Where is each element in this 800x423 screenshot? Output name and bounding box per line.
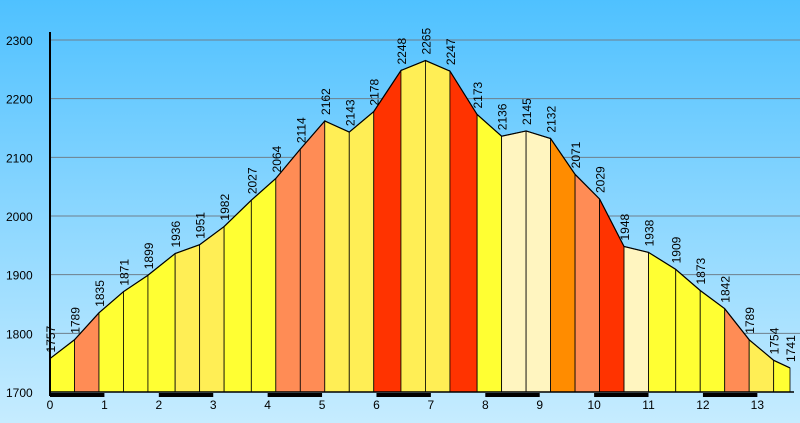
- y-tick-label: 1800: [6, 327, 33, 341]
- profile-line: [49, 59, 791, 369]
- profile-segment: [525, 130, 551, 393]
- data-label: 2114: [294, 117, 308, 143]
- data-label: 2248: [395, 37, 409, 64]
- x-tick-label: 11: [642, 398, 655, 412]
- data-label: 1982: [218, 194, 232, 221]
- scale-bar-segment: [50, 393, 105, 397]
- data-label: 2132: [545, 106, 559, 133]
- x-tick-label: 6: [373, 398, 380, 412]
- profile-segment: [501, 130, 527, 393]
- data-label: 1789: [68, 307, 82, 334]
- y-tick-label: 2200: [6, 93, 33, 107]
- scale-bar-segment: [594, 393, 649, 397]
- y-tick-label: 1700: [6, 386, 33, 400]
- data-label: 1741: [784, 335, 798, 362]
- data-label: 1951: [194, 212, 208, 239]
- data-labels: 1757 1789 1835 1871 1899 1936 1951 1982 2027 2064…: [44, 28, 798, 362]
- data-label: 1909: [670, 236, 684, 263]
- profile-segment: [275, 148, 301, 393]
- axes: [49, 32, 794, 397]
- profile-segment: [648, 251, 677, 393]
- scale-bar-segment: [485, 393, 540, 397]
- data-label: 1938: [643, 219, 657, 246]
- profile-segment: [147, 252, 176, 393]
- x-tick-label: 8: [482, 398, 489, 412]
- data-label: 2029: [594, 166, 608, 193]
- profile-segment: [348, 110, 375, 393]
- profile-segment: [574, 173, 600, 393]
- data-label: 2071: [569, 141, 583, 168]
- x-tick-label: 4: [264, 398, 271, 412]
- data-label: 2027: [245, 167, 259, 194]
- x-tick-label: 1: [101, 398, 108, 412]
- x-tick-label: 2: [155, 398, 162, 412]
- data-label: 1948: [618, 213, 632, 240]
- x-tick-label: 10: [587, 398, 601, 412]
- x-tick-label: 3: [210, 398, 217, 412]
- data-label: 1899: [142, 242, 156, 269]
- data-label: 2162: [319, 88, 333, 115]
- x-tick-label: 7: [428, 398, 435, 412]
- y-tick-label: 1900: [6, 269, 33, 283]
- profile-segment: [250, 177, 277, 393]
- data-label: 2145: [520, 98, 534, 125]
- profile-segment: [123, 274, 149, 393]
- data-label: 2173: [471, 81, 485, 108]
- profile-segment: [425, 59, 451, 393]
- profile-segment: [174, 244, 201, 393]
- profile-segment: [400, 59, 426, 393]
- profile-area: [49, 59, 791, 393]
- x-tick-label: 5: [319, 398, 326, 412]
- data-label: 1789: [743, 307, 757, 334]
- y-tick-label: 2100: [6, 151, 33, 165]
- profile-segment: [299, 119, 326, 393]
- profile-segment: [373, 69, 402, 393]
- scale-bar-segment: [702, 393, 758, 397]
- profile-segment: [449, 69, 478, 393]
- profile-outline: [49, 59, 791, 369]
- profile-segment: [324, 120, 350, 393]
- scale-bar-segment: [158, 393, 214, 397]
- data-label: 1842: [719, 276, 733, 303]
- x-tick-label: 12: [696, 398, 710, 412]
- profile-segment: [476, 113, 503, 393]
- data-label: 1873: [694, 257, 708, 284]
- data-label: 2178: [368, 79, 382, 106]
- x-axis-ticks: 0 1 2 3 4 5 6 7 8 9 10 11 12 13: [47, 398, 765, 412]
- data-label: 1936: [169, 221, 183, 248]
- data-label: 1757: [44, 326, 58, 353]
- data-label: 1754: [768, 327, 782, 354]
- profile-segment: [550, 137, 576, 393]
- data-label: 2247: [444, 38, 458, 65]
- scale-bar-segment: [267, 393, 323, 397]
- scale-bar-segment: [376, 393, 431, 397]
- x-tick-label: 13: [751, 398, 765, 412]
- data-label: 1871: [117, 259, 131, 286]
- data-label: 2265: [419, 28, 433, 55]
- data-label: 2064: [270, 145, 284, 172]
- y-axis-ticks: 1700 1800 1900 2000 2100 2200 2300: [6, 34, 33, 400]
- data-label: 2143: [343, 99, 357, 126]
- data-label: 1835: [93, 280, 107, 307]
- y-tick-label: 2000: [6, 210, 33, 224]
- profile-segment: [199, 225, 225, 393]
- data-label: 2136: [496, 103, 510, 130]
- profile-segment: [223, 199, 252, 393]
- profile-segment: [623, 245, 649, 393]
- x-tick-label: 9: [536, 398, 543, 412]
- x-tick-label: 0: [47, 398, 54, 412]
- y-tick-label: 2300: [6, 34, 33, 48]
